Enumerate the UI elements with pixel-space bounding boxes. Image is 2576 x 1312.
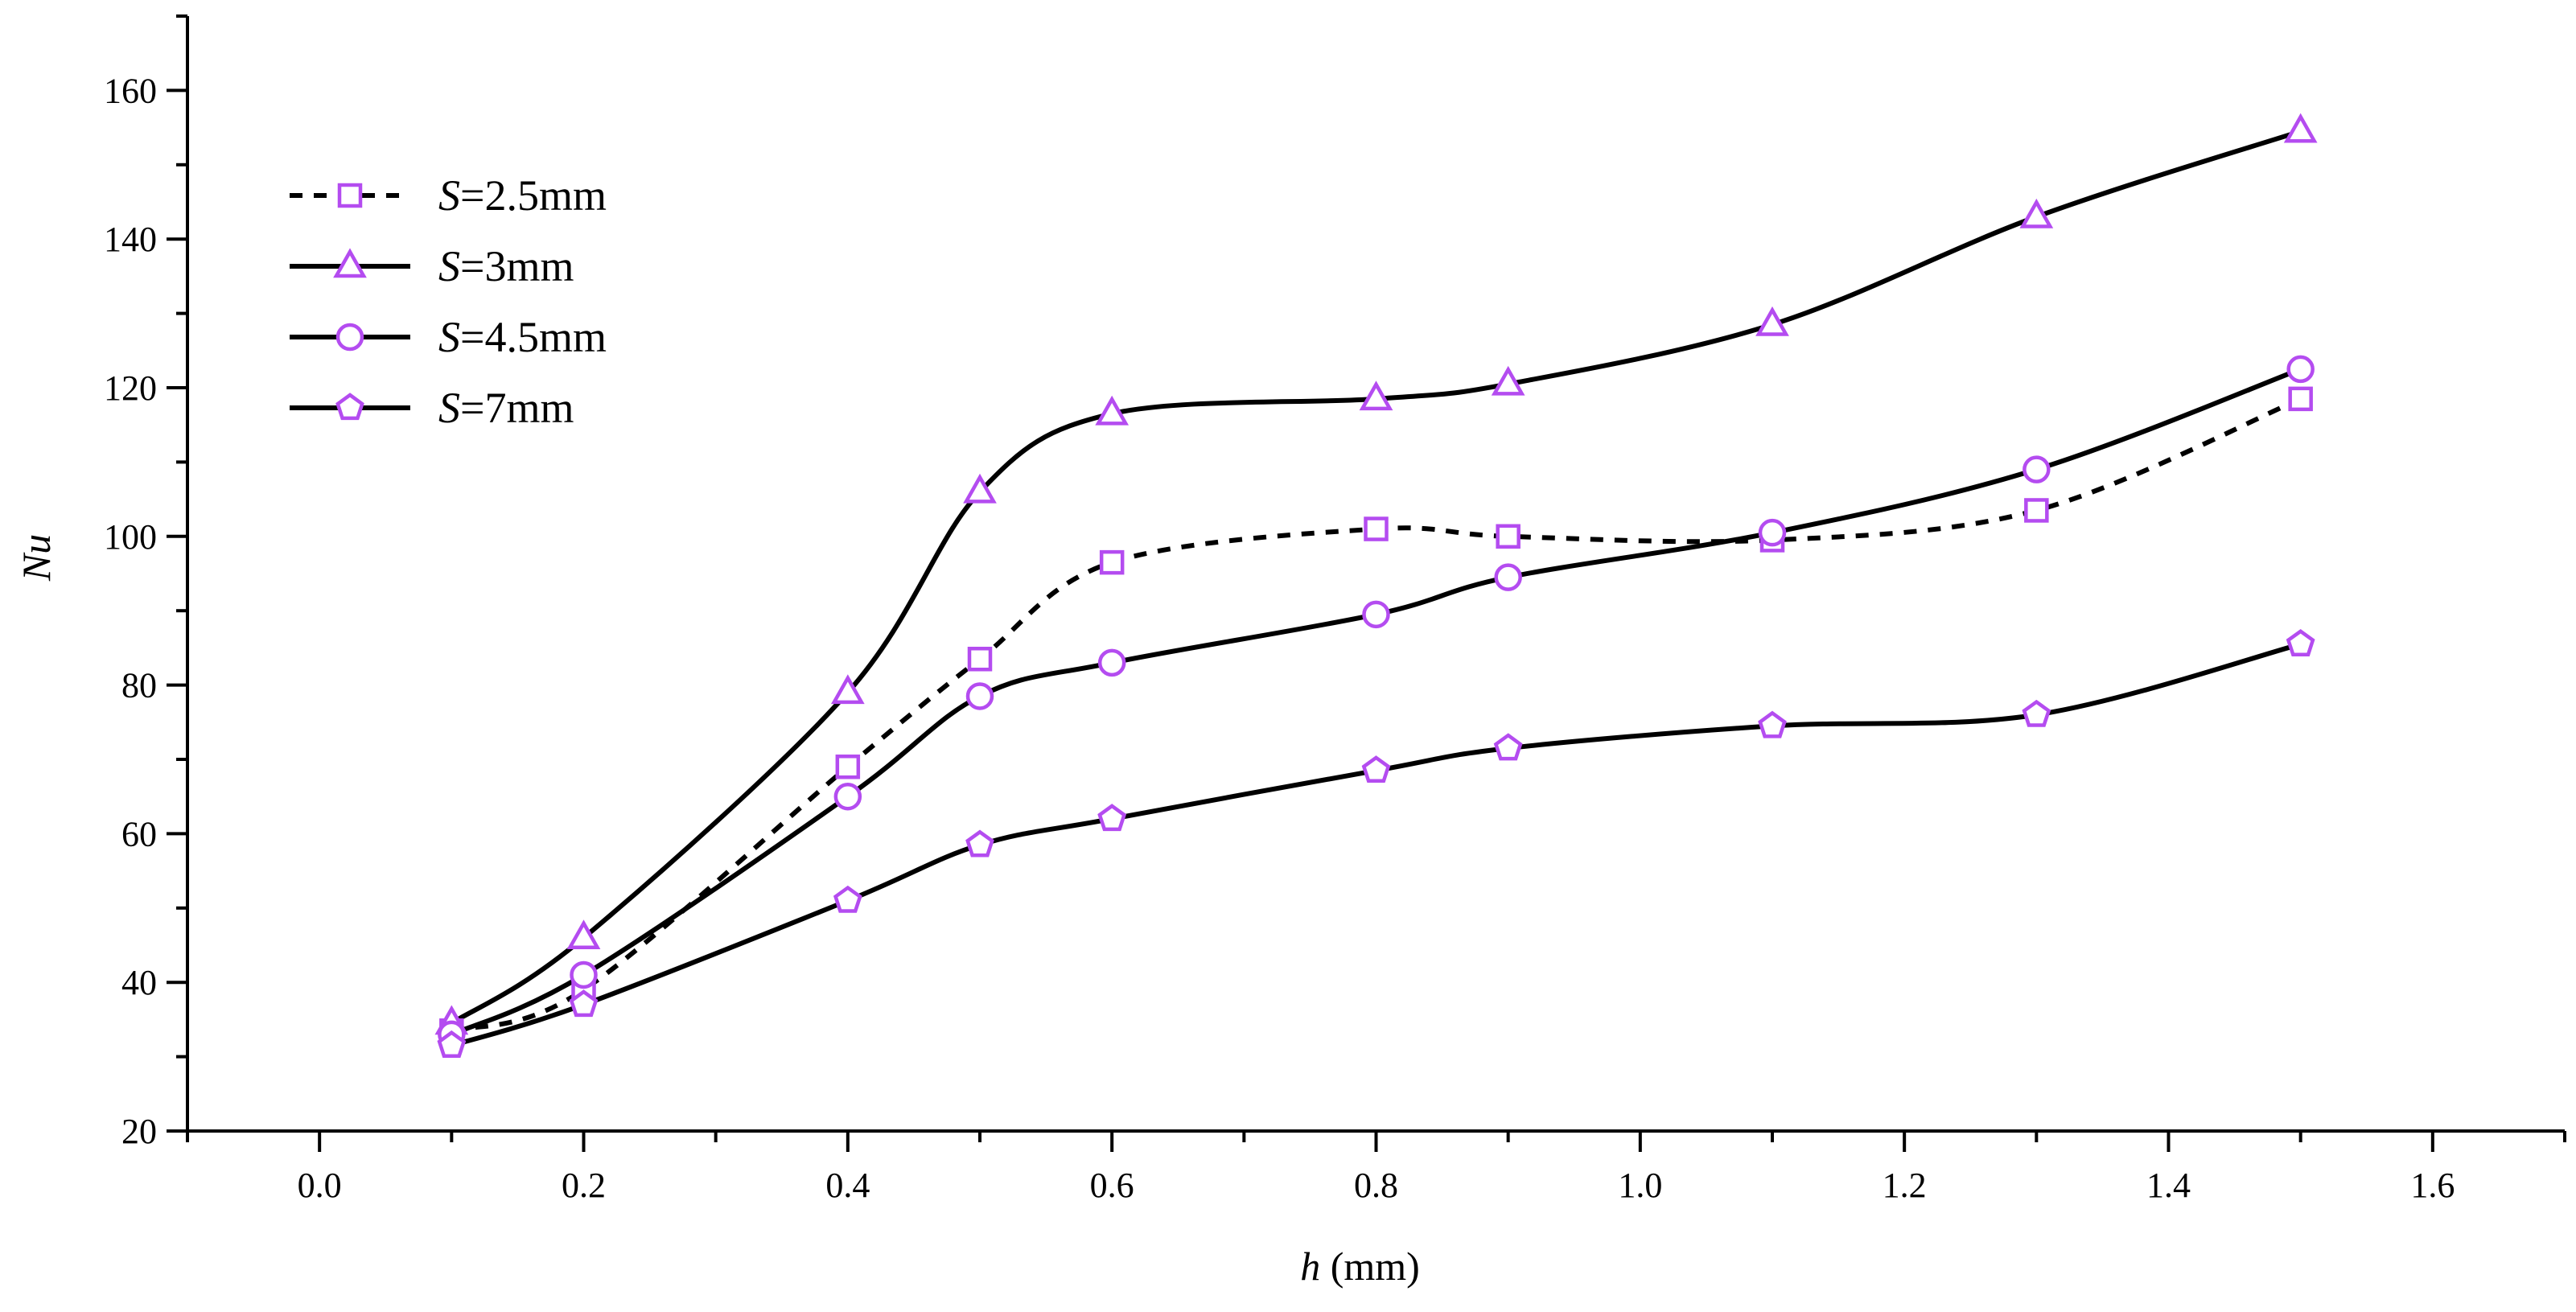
series-2-point-3	[965, 682, 994, 710]
series-0-point-6	[1496, 524, 1520, 549]
series-markers	[434, 113, 2318, 1058]
legend-label-2: S=4.5mm	[438, 313, 607, 361]
series-2-point-1	[570, 960, 598, 989]
series-line-2	[449, 366, 2303, 1037]
x-axis-title: h (mm)	[1300, 1244, 1420, 1289]
legend-label-var: S	[438, 171, 460, 220]
series-2-point-6	[1494, 563, 1522, 591]
x-axis-title-var: h	[1300, 1244, 1320, 1289]
series-3-point-9	[2286, 629, 2315, 656]
x-tick-label: 1.0	[1618, 1166, 1662, 1205]
y-axis-title: Nu	[14, 534, 59, 582]
legend-marker-1	[333, 248, 367, 278]
series-3-point-7	[1758, 710, 1787, 738]
series-2-point-2	[833, 782, 862, 811]
series-1-point-8	[2019, 198, 2054, 228]
y-tick-label: 40	[121, 963, 157, 1002]
series-0-point-5	[1364, 516, 1389, 541]
legend-marker-3	[335, 393, 364, 421]
series-0-point-8	[2024, 498, 2049, 523]
series-1-point-4	[1095, 395, 1130, 426]
series-2-point-8	[2023, 455, 2051, 483]
series-1-point-7	[1755, 306, 1789, 336]
legend-label-var: S	[438, 242, 460, 290]
series-1-point-6	[1491, 365, 1525, 396]
series-2-point-9	[2286, 355, 2315, 384]
legend-marker-0	[337, 183, 363, 208]
series-1-point-3	[963, 473, 997, 504]
x-tick-label: 0.8	[1354, 1166, 1398, 1205]
x-tick-label: 0.0	[298, 1166, 342, 1205]
y-tick-label: 60	[121, 814, 157, 853]
x-tick-label: 1.2	[1883, 1166, 1927, 1205]
series-3-point-0	[437, 1030, 467, 1058]
series-3-point-8	[2022, 699, 2051, 727]
x-axis-title-unit: (mm)	[1320, 1244, 1420, 1289]
series-line-3	[449, 641, 2303, 1048]
series-3-point-4	[1097, 804, 1127, 832]
axes: 0.0 0.2 0.4 0.6 0.8 1.0 1.2 1.4 1.6 20 40 60 80 100 12…	[14, 14, 2566, 1289]
series-3-point-2	[833, 885, 862, 913]
y-tick-label: 140	[104, 220, 157, 259]
legend-label-var: S	[438, 384, 460, 432]
y-tick-label: 100	[104, 517, 157, 557]
series-3-point-5	[1361, 755, 1391, 783]
x-tick-label: 0.4	[825, 1166, 870, 1205]
y-tick-label: 80	[121, 666, 157, 705]
legend-label-rest: =7mm	[460, 384, 574, 432]
legend-label-1: S=3mm	[438, 242, 574, 290]
series-0-point-2	[835, 754, 861, 779]
legend-label-0: S=2.5mm	[438, 171, 607, 220]
series-1-point-1	[566, 919, 601, 950]
legend-label-rest: =2.5mm	[460, 171, 607, 220]
series-0-point-4	[1099, 549, 1125, 575]
series-1-point-2	[830, 674, 865, 705]
series-3-point-1	[569, 989, 599, 1018]
series-2-point-5	[1362, 600, 1390, 629]
y-tick-label: 20	[121, 1112, 157, 1151]
y-tick-label: 120	[104, 368, 157, 408]
series-1-point-9	[2283, 113, 2318, 143]
x-tick-label: 1.4	[2146, 1166, 2191, 1205]
legend-label-var: S	[438, 313, 460, 361]
legend-marker-2	[335, 323, 364, 352]
legend-label-rest: =3mm	[460, 242, 574, 290]
series-1-point-5	[1359, 380, 1393, 411]
series-lines	[449, 129, 2303, 1048]
x-tick-label: 1.6	[2410, 1166, 2455, 1205]
legend-label-3: S=7mm	[438, 384, 574, 432]
series-0-point-3	[967, 647, 993, 672]
series-3-point-6	[1493, 733, 1523, 761]
y-tick-label: 160	[104, 71, 157, 110]
series-3-point-3	[965, 829, 994, 858]
series-2-point-4	[1097, 648, 1126, 677]
x-tick-label: 0.2	[562, 1166, 606, 1205]
series-line-1	[449, 129, 2303, 1026]
series-0-point-9	[2288, 386, 2313, 412]
series-2-point-7	[1758, 518, 1787, 547]
legend-label-rest: =4.5mm	[460, 313, 607, 361]
x-tick-label: 0.6	[1090, 1166, 1134, 1205]
